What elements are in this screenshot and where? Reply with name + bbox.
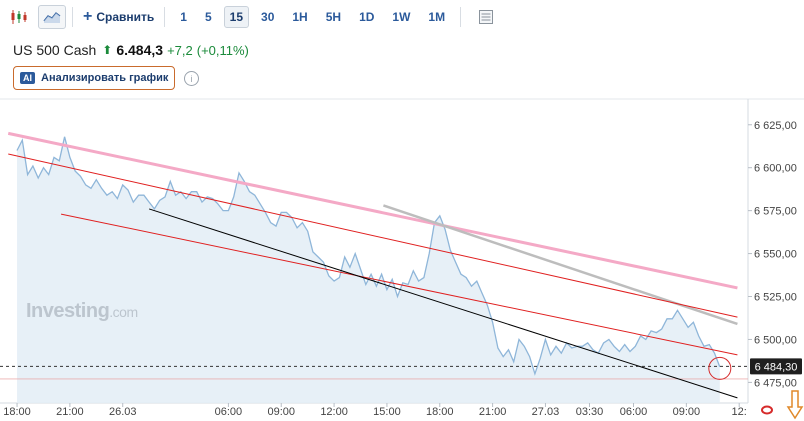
price-change-percent: (+0,11%) [196, 42, 249, 58]
arrow-down-icon [786, 390, 804, 420]
compare-button[interactable]: + Сравнить [79, 8, 158, 25]
plus-icon: + [83, 8, 93, 25]
area-chart-icon[interactable] [38, 5, 66, 29]
y-tick-label: 6 600,00 [754, 163, 797, 175]
x-tick-label: 15:00 [373, 406, 401, 418]
arrow-up-icon: ⬆ [102, 43, 113, 57]
watermark-brand: Investing [26, 300, 110, 322]
x-tick-label: 12:00 [320, 406, 348, 418]
trendline-pink [7, 131, 738, 290]
timeframe-1h[interactable]: 1H [292, 10, 308, 24]
x-tick-label: 09:00 [673, 406, 701, 418]
x-tick-label: 18:00 [3, 406, 31, 418]
table-icon[interactable] [473, 6, 499, 28]
analyze-chart-label: Анализировать график [41, 72, 169, 84]
bottom-marker-icon [761, 405, 773, 415]
toolbar-divider [164, 7, 166, 27]
price-change: +7,2 [167, 42, 193, 58]
toolbar-divider [72, 7, 73, 27]
timeframe-15[interactable]: 15 [223, 6, 250, 28]
quote-header: US 500 Cash ⬆ 6.484,3 +7,2 (+0,11%) [13, 42, 249, 58]
timeframe-5h[interactable]: 5H [325, 10, 342, 24]
x-tick-label: 06:00 [620, 406, 648, 418]
timeframe-30[interactable]: 30 [261, 10, 275, 24]
timeframe-group: 1 5 15 30 1H 5H 1D 1W 1M [171, 6, 454, 28]
x-tick-label: 18:00 [426, 406, 454, 418]
trendline-red-upper [8, 153, 738, 318]
x-tick-label: 27.03 [532, 406, 560, 418]
compare-label: Сравнить [96, 10, 155, 24]
ai-badge: AI [20, 72, 35, 84]
toolbar: + Сравнить 1 5 15 30 1H 5H 1D 1W 1M [0, 0, 640, 34]
timeframe-1[interactable]: 1 [180, 10, 187, 24]
last-price: 6.484,3 [116, 42, 164, 58]
price-area [17, 136, 720, 404]
timeframe-5[interactable]: 5 [204, 10, 212, 24]
y-tick-label: 6 500,00 [754, 334, 797, 346]
y-tick-label: 6 525,00 [754, 292, 797, 304]
y-tick-label: 6 625,00 [754, 120, 797, 132]
instrument-name: US 500 Cash [13, 42, 97, 58]
y-tick-label: 6 475,00 [754, 377, 797, 389]
x-tick-label: 06:00 [215, 406, 243, 418]
x-tick-label: 21:00 [56, 406, 84, 418]
info-icon[interactable]: i [184, 71, 199, 86]
last-price-marker [708, 356, 732, 380]
analyze-chart-button[interactable]: AI Анализировать график [13, 66, 176, 90]
candlestick-icon[interactable] [6, 6, 32, 28]
x-tick-label: 03:30 [576, 406, 604, 418]
y-tick-label: 6 550,00 [754, 249, 797, 261]
y-tick-label: 6 575,00 [754, 206, 797, 218]
watermark-suffix: .com [109, 304, 138, 320]
x-tick-label: 12: [732, 406, 747, 418]
trendline-black [148, 208, 738, 399]
investing-watermark: Investing.com [26, 300, 138, 323]
x-tick-label: 09:00 [267, 406, 295, 418]
x-tick-label: 26.03 [109, 406, 137, 418]
current-price-tag [750, 358, 802, 375]
timeframe-1d[interactable]: 1D [359, 10, 375, 24]
toolbar-divider [460, 7, 462, 27]
trendline-red-lower [60, 213, 738, 356]
timeframe-1w[interactable]: 1W [392, 10, 411, 24]
timeframe-1m[interactable]: 1M [428, 10, 446, 24]
x-tick-label: 21:00 [479, 406, 507, 418]
current-price-label: 6 484,30 [755, 361, 798, 373]
